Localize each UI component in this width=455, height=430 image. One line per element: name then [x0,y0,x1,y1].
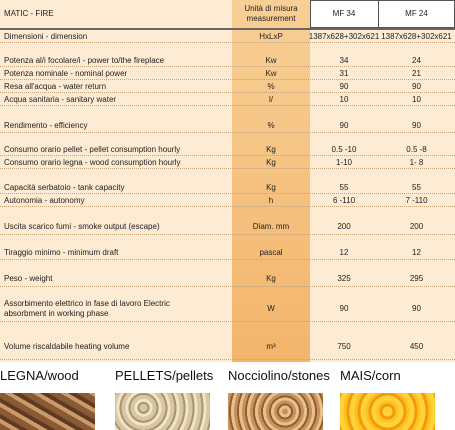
row-value: 90 [339,81,349,91]
row-value: 1387x628+302x621 [381,31,452,41]
row-value: 12 [412,247,421,257]
row-line [0,156,455,169]
row-unit: Kw [265,68,277,78]
wood-image [0,393,95,430]
row-value: 7 -110 [405,195,428,205]
model-divider [378,0,379,28]
row-value: 31 [339,68,349,78]
row-unit: HxLxP [259,31,283,41]
corn-image [340,393,435,430]
row-line [0,80,455,93]
row-label: Capacità serbatoio - tank capacity [4,182,125,192]
row-unit: Kw [265,55,277,65]
row-label: Rendimento - efficiency [4,120,88,130]
row-label: Autonomia - autonomy [4,195,85,205]
row-unit: Kg [266,157,276,167]
row-label: Dimensioni - dimension [4,31,88,41]
stones-image [228,393,323,430]
row-line [0,245,455,260]
model-header-bg [310,0,455,28]
row-line [0,30,455,43]
fuel-label: LEGNA/wood [0,368,79,383]
row-label: Resa all'acqua - water return [4,81,107,91]
row-unit: h [268,195,274,205]
row-value: 24 [412,55,421,65]
row-unit: Kg [266,144,276,154]
row-line [0,181,455,194]
row-line [0,296,455,322]
row-line [0,219,455,235]
fuel-label: Nocciolino/stones [228,368,330,383]
row-unit: % [267,81,275,91]
row-value: 1387x628+302x621 [308,31,380,41]
row-line [0,54,455,67]
row-line [0,118,455,133]
fuel-label: PELLETS/pellets [115,368,214,383]
fuel-label: MAIS/corn [340,368,401,383]
row-value: 55 [339,182,349,192]
row-unit: W [267,304,275,313]
header-model: MF 34 [332,9,356,18]
row-value: 10 [412,94,421,104]
row-line [0,271,455,287]
row-value: 90 [412,120,421,130]
row-label: Volume riscaldabile heating volume [4,342,130,351]
row-value: 21 [412,68,421,78]
row-value: 750 [337,342,351,351]
row-label: Consumo orario pellet - pellet consumpti… [4,144,181,154]
table-bg [0,0,455,362]
header-model: MF 24 [405,9,428,18]
row-value: 90 [339,120,349,130]
row-label: Potenza nominale - nominal power [4,68,128,78]
row-line [0,143,455,156]
row-unit: Diam. mm [252,222,290,231]
pellets-image [115,393,210,430]
row-label: Potenza al/i focolare/i - power to/the f… [4,55,165,65]
row-value: 90 [412,304,421,313]
row-unit: % [267,120,275,130]
row-label: Peso - weight [4,274,53,283]
row-unit: Kg [266,274,276,283]
row-label: Assorbimento elettrico in fase di lavoro… [4,299,170,318]
header-rule [0,28,455,30]
row-label: Acqua sanitaria - sanitary water [4,94,117,104]
row-value: 0.5 -8 [406,144,427,154]
row-value: 200 [409,222,424,231]
row-value: 200 [337,222,351,231]
row-unit: m³ [266,342,276,351]
row-value: 34 [339,55,349,65]
unit-column [232,0,310,362]
row-line [0,194,455,207]
row-value: 450 [409,342,424,351]
row-value: 325 [337,274,351,283]
row-value: 90 [412,81,421,91]
row-value: 10 [339,94,349,104]
header-title: MATIC - FIRE [4,9,54,18]
row-value: 55 [412,182,421,192]
row-line [0,93,455,106]
row-line [0,67,455,80]
row-value: 6 -110 [332,195,356,205]
row-value: 1-10 [335,157,352,167]
row-unit: Kg [266,182,276,192]
row-value: 0.5 -10 [331,144,357,154]
row-unit: l/ [269,94,273,104]
row-value: 1- 8 [409,157,424,167]
row-label: Tiraggio minimo - minimum draft [4,247,119,257]
row-label: Uscita scarico fumi - smoke output (esca… [4,222,160,231]
fuel-strip: LEGNA/wood PELLETS/pellets Nocciolino/st… [0,365,455,430]
header-unit: Unità di misura measurement [244,4,298,23]
row-value: 12 [339,247,349,257]
row-value: 90 [339,304,349,313]
row-unit: pascal [259,247,283,257]
row-label: Consumo orario legna - wood consumption … [4,157,181,167]
row-line [0,334,455,360]
row-value: 295 [409,274,424,283]
